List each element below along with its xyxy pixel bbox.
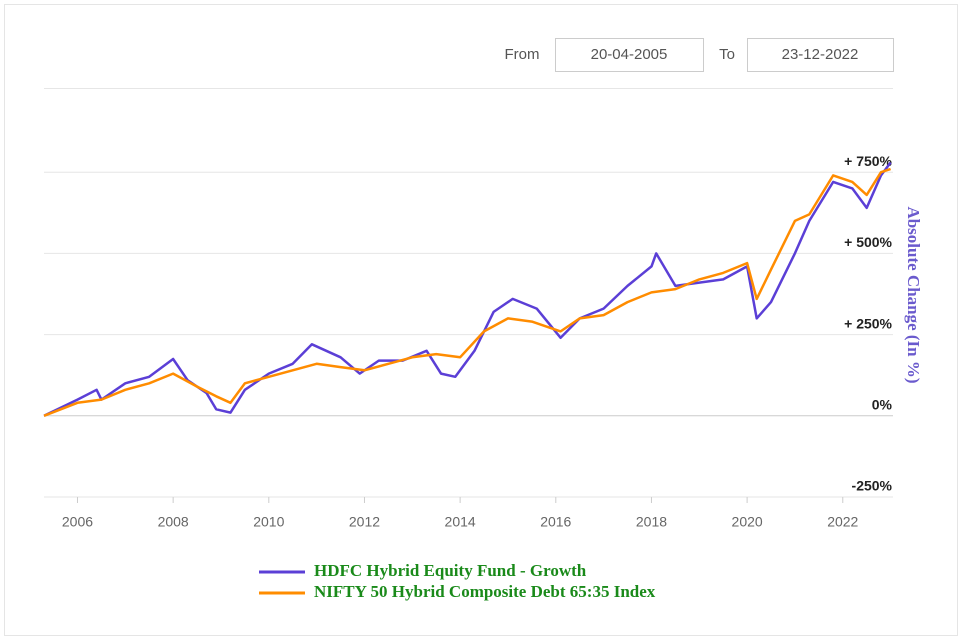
y-axis-title: Absolute Change (In %) [904, 206, 923, 383]
legend-label: NIFTY 50 Hybrid Composite Debt 65:35 Ind… [314, 582, 656, 601]
x-tick-label: 2006 [62, 514, 93, 530]
x-tick-label: 2008 [158, 514, 189, 530]
from-value: 20-04-2005 [591, 46, 668, 63]
to-label: To [719, 46, 735, 63]
x-tick-label: 2010 [253, 514, 284, 530]
to-value: 23-12-2022 [782, 46, 859, 63]
x-tick-label: 2014 [445, 514, 476, 530]
from-label: From [505, 46, 540, 63]
x-tick-label: 2020 [732, 514, 763, 530]
y-tick-label: -250% [852, 478, 893, 494]
x-tick-label: 2012 [349, 514, 380, 530]
series-line [43, 167, 891, 417]
to-input[interactable] [747, 38, 894, 72]
y-tick-label: + 750% [844, 153, 892, 169]
card [4, 4, 958, 636]
from-input[interactable] [555, 38, 704, 72]
y-tick-label: 0% [872, 397, 893, 413]
x-tick-label: 2016 [540, 514, 571, 530]
y-tick-label: + 250% [844, 315, 892, 331]
y-tick-label: + 500% [844, 234, 892, 250]
x-tick-label: 2022 [827, 514, 858, 530]
legend-label: HDFC Hybrid Equity Fund - Growth [314, 561, 587, 580]
x-tick-label: 2018 [636, 514, 667, 530]
